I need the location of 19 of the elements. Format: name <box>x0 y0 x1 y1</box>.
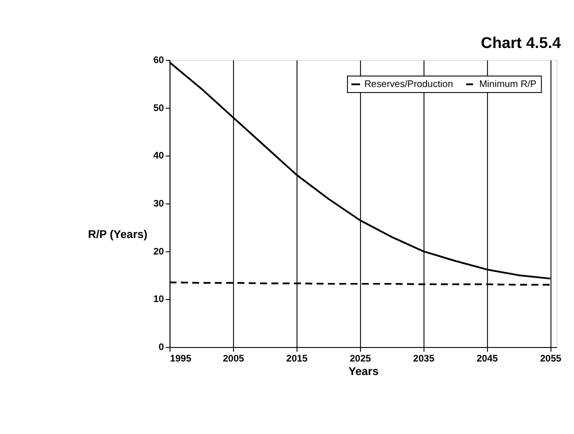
x-tick-label: 2055 <box>540 353 562 364</box>
legend-label: Reserves/Production <box>364 78 454 90</box>
y-tick-label: 10 <box>153 294 164 306</box>
x-tick-label: 1995 <box>170 353 192 364</box>
x-tick-label: 2005 <box>222 353 245 364</box>
y-tick-label: 0 <box>158 342 164 353</box>
y-tick-label: 20 <box>153 246 164 258</box>
y-tick-label: 50 <box>153 102 164 114</box>
chart-title: Chart 4.5.4 <box>480 34 562 52</box>
x-tick-label: 2025 <box>350 353 372 364</box>
x-tick-label: 2035 <box>413 353 436 364</box>
y-tick-label: 60 <box>153 55 164 66</box>
legend-label: Minimum R/P <box>479 78 536 90</box>
x-axis-title: Years <box>348 366 379 378</box>
x-tick-label: 2015 <box>286 353 308 364</box>
y-axis-title: R/P (Years) <box>88 228 148 241</box>
y-tick-label: 40 <box>153 150 164 162</box>
x-tick-label: 2045 <box>476 353 499 364</box>
y-tick-label: 30 <box>153 198 164 210</box>
